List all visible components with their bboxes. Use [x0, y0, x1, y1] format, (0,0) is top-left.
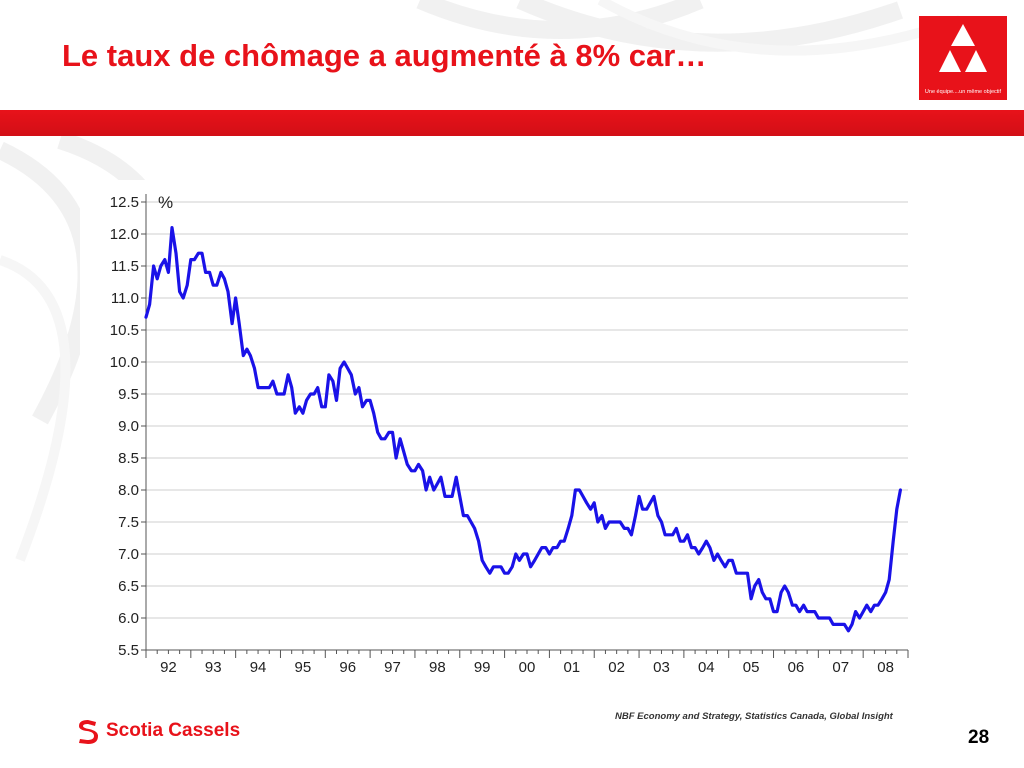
- page-number: 28: [968, 727, 990, 748]
- source-note: NBF Economy and Strategy, Statistics Can…: [615, 711, 893, 722]
- x-tick-label: 98: [429, 659, 446, 676]
- x-tick-label: 96: [339, 659, 356, 676]
- x-tick-label: 99: [474, 659, 491, 676]
- y-tick-label: 12.0: [110, 226, 139, 243]
- x-tick-label: 02: [608, 659, 625, 676]
- y-tick-label: 11.5: [111, 258, 139, 275]
- x-tick-label: 97: [384, 659, 401, 676]
- x-tick-label: 95: [295, 659, 312, 676]
- chart-area: 12.5 12.0 11.5 11.0 10.5 10.0 9.5 9.0 8.5 8.0 7.5 7…: [80, 180, 920, 685]
- brand-logo: Scotia Cassels: [76, 716, 240, 746]
- x-tick-label: 06: [788, 659, 805, 676]
- unemployment-line-chart: 12.5 12.0 11.5 11.0 10.5 10.0 9.5 9.0 8.5 8.0 7.5 7…: [110, 193, 909, 676]
- x-tick-label: 03: [653, 659, 670, 676]
- y-tick-label: 6.0: [118, 610, 139, 627]
- logo-box: Une équipe....un même objectif: [919, 16, 1007, 100]
- y-tick-label: 9.0: [118, 418, 139, 435]
- x-tick-label: 04: [698, 659, 715, 676]
- x-tick-label: 01: [563, 659, 580, 676]
- logo-tagline: Une équipe....un même objectif: [924, 89, 1002, 95]
- triangle-logo-icon: [939, 24, 987, 72]
- y-tick-label: 11.0: [111, 290, 139, 307]
- scotia-s-icon: [79, 720, 98, 744]
- y-tick-label: 9.5: [118, 386, 139, 403]
- y-tick-label: 6.5: [118, 578, 139, 595]
- unemployment-rate-line: [144, 226, 902, 633]
- y-tick-label: 10.0: [110, 354, 139, 371]
- x-tick-label: 93: [205, 659, 222, 676]
- x-tick-label: 07: [832, 659, 849, 676]
- x-tick-label: 00: [519, 659, 536, 676]
- y-unit-label: %: [158, 193, 173, 212]
- x-tick-label: 92: [160, 659, 177, 676]
- x-tick-label: 05: [743, 659, 760, 676]
- y-tick-label: 8.5: [118, 450, 139, 467]
- y-tick-label: 7.5: [118, 514, 139, 531]
- y-tick-label: 5.5: [118, 642, 139, 659]
- y-tick-label: 7.0: [118, 546, 139, 563]
- x-tick-label: 94: [250, 659, 267, 676]
- y-tick-label: 8.0: [118, 482, 139, 499]
- x-tick-label: 08: [877, 659, 894, 676]
- brand-name: Scotia Cassels: [106, 720, 241, 741]
- y-tick-label: 12.5: [110, 194, 139, 211]
- y-tick-label: 10.5: [110, 322, 139, 339]
- slide-title: Le taux de chômage a augmenté à 8% car…: [62, 38, 707, 73]
- header-red-band: [0, 110, 1024, 136]
